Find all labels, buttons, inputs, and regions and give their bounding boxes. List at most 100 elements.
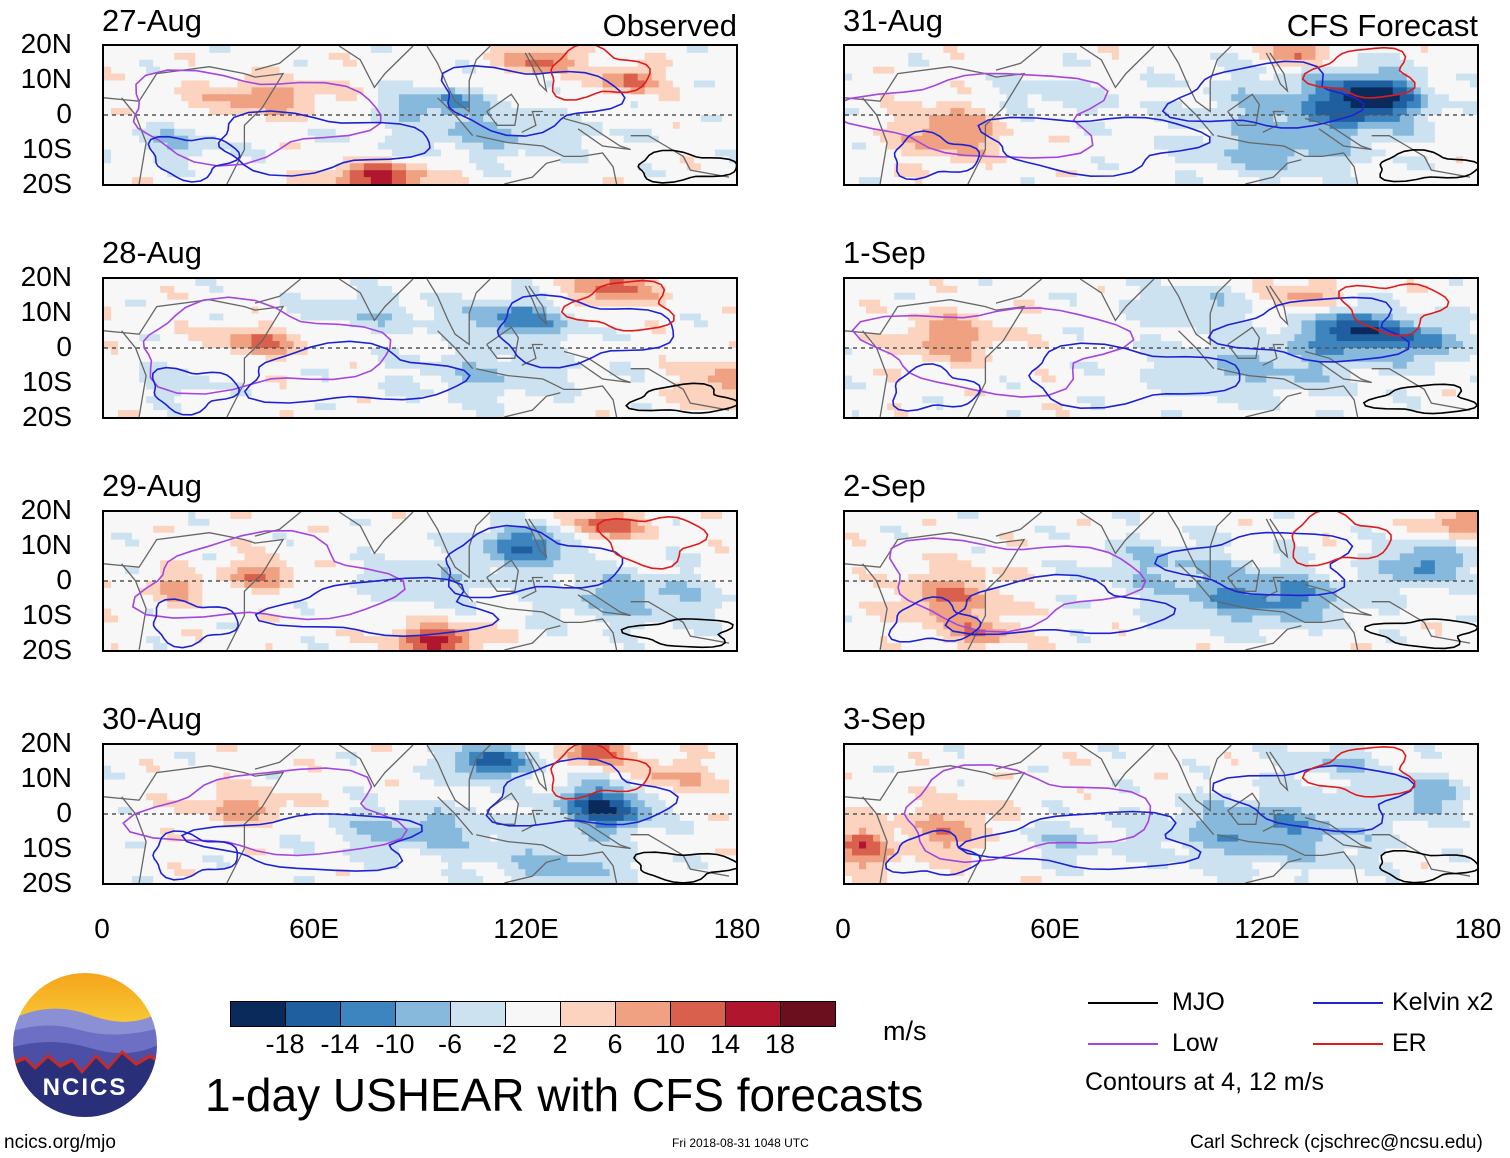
shear-cell: [658, 52, 667, 61]
shear-cell: [412, 73, 421, 82]
shear-cell: [595, 170, 604, 178]
shear-cell: [363, 285, 372, 294]
shear-cell: [181, 170, 189, 178]
shear-cell: [405, 128, 414, 137]
shear-cell: [412, 80, 421, 88]
shear-cell: [539, 410, 547, 417]
shear-cell: [665, 52, 674, 61]
shear-cell: [539, 115, 547, 123]
shear-cell: [728, 163, 736, 171]
shear-cell: [609, 341, 618, 349]
shear-cell: [483, 115, 491, 123]
shear-cell: [153, 410, 161, 417]
shear-cell: [146, 46, 154, 54]
shear-cell: [525, 560, 533, 568]
shear-cell: [167, 59, 175, 68]
shear-cell: [616, 285, 625, 294]
shear-cell: [160, 108, 168, 116]
shear-cell: [314, 594, 323, 603]
shear-cell: [314, 163, 323, 171]
shear-cell: [125, 512, 133, 520]
shear-cell: [728, 46, 736, 54]
shear-cell: [581, 532, 590, 541]
shear-cell: [244, 525, 253, 534]
shear-cell: [714, 512, 723, 520]
shear-cell: [111, 306, 119, 315]
shear-cell: [455, 108, 463, 116]
shear-cell: [244, 327, 253, 335]
shear-cell: [132, 177, 140, 184]
shear-cell: [427, 52, 435, 61]
shear-cell: [546, 389, 555, 397]
shear-cell: [300, 156, 309, 164]
shear-cell: [328, 87, 337, 95]
shear-cell: [118, 101, 126, 109]
shear-cell: [237, 170, 246, 178]
shear-cell: [693, 292, 702, 301]
shear-cell: [448, 327, 456, 335]
shear-cell: [384, 525, 393, 534]
shear-cell: [525, 108, 533, 116]
shear-cell: [574, 80, 583, 88]
shear-cell: [658, 299, 667, 308]
shear-cell: [434, 128, 442, 137]
shear-cell: [567, 306, 576, 315]
shear-cell: [637, 525, 646, 534]
shear-cell: [195, 525, 203, 534]
shear-cell: [637, 121, 646, 130]
shear-cell: [441, 587, 449, 596]
shear-cell: [455, 149, 463, 157]
shear-cell: [272, 121, 281, 130]
shear-cell: [307, 532, 316, 541]
shear-cell: [412, 279, 421, 287]
shear-cell: [420, 142, 428, 151]
shear-cell: [623, 66, 632, 75]
coastline: [486, 326, 519, 359]
shear-cell: [412, 163, 421, 171]
shear-cell: [153, 292, 161, 301]
shear-cell: [595, 115, 604, 123]
shear-cell: [118, 313, 126, 321]
shear-cell: [581, 87, 590, 95]
shear-cell: [581, 361, 590, 370]
shear-cell: [272, 574, 281, 582]
shear-cell: [420, 313, 428, 321]
shear-cell: [714, 94, 723, 102]
shear-cell: [412, 177, 421, 184]
shear-cell: [686, 382, 695, 390]
shear-cell: [160, 512, 168, 520]
shear-cell: [209, 539, 217, 548]
shear-cell: [532, 115, 540, 123]
shear-cell: [637, 135, 646, 144]
shear-cell: [441, 553, 449, 561]
shear-cell: [665, 567, 674, 575]
shear-cell: [223, 567, 231, 575]
shear-cell: [132, 108, 140, 116]
shear-cell: [490, 313, 498, 321]
shear-cell: [146, 567, 154, 575]
shear-cell: [441, 601, 449, 610]
shear-cell: [637, 518, 646, 527]
shear-cell: [560, 101, 569, 109]
shear-cell: [448, 170, 456, 178]
shear-cell: [574, 115, 583, 123]
shear-cell: [174, 320, 182, 328]
shear-cell: [265, 163, 274, 171]
shear-cell: [188, 156, 196, 164]
shear-cell: [405, 368, 414, 377]
shear-cell: [714, 581, 723, 589]
shear-cell: [167, 156, 175, 164]
shear-cell: [356, 601, 365, 610]
shear-cell: [370, 560, 379, 568]
shear-cell: [370, 525, 379, 534]
shear-cell: [448, 601, 456, 610]
shear-cell: [244, 142, 253, 151]
shear-cell: [125, 135, 133, 144]
shear-cell: [111, 128, 119, 137]
shear-cell: [321, 518, 330, 527]
shear-cell: [314, 66, 323, 75]
shear-cell: [420, 73, 428, 82]
shear-cell: [202, 80, 210, 88]
shear-cell: [553, 101, 562, 109]
shear-cell: [132, 403, 140, 411]
